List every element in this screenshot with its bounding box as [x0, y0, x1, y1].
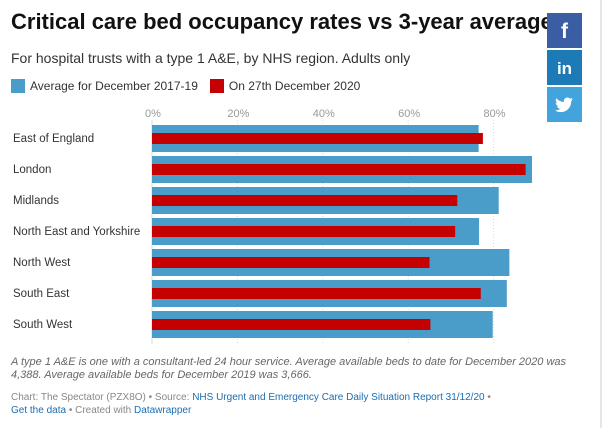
chart-title: Critical care bed occupancy rates vs 3-y… — [11, 9, 553, 34]
right-divider — [600, 0, 602, 428]
created-with-prefix: • Created with — [68, 405, 132, 416]
facebook-icon: f — [561, 20, 569, 43]
legend-swatch-average — [11, 79, 25, 93]
x-tick-label-3: 60% — [398, 108, 420, 120]
category-label-3: North East and Yorkshire — [13, 226, 140, 238]
x-tick-label-0: 0% — [145, 108, 161, 120]
source-prefix: • Source: — [148, 392, 190, 403]
legend-label-average: Average for December 2017-19 — [30, 79, 198, 93]
footer-line-2: Get the data • Created with Datawrapper — [11, 405, 191, 416]
category-label-6: South West — [13, 319, 73, 331]
facebook-share-button[interactable]: f — [547, 13, 582, 48]
category-label-2: Midlands — [13, 195, 59, 207]
bar-2020-5 — [152, 288, 481, 299]
legend-item-average: Average for December 2017-19 — [11, 79, 198, 93]
legend: Average for December 2017-19 On 27th Dec… — [11, 79, 372, 93]
source-link[interactable]: NHS Urgent and Emergency Care Daily Situ… — [192, 392, 485, 403]
footer-line-1: Chart: The Spectator (PZX8O) • Source: N… — [11, 392, 491, 403]
facebook-glyph: f — [561, 20, 569, 43]
bar-chart: 0% 20% 40% 60% 80% East of England London Midla… — [13, 108, 532, 344]
legend-item-2020: On 27th December 2020 — [209, 79, 361, 93]
linkedin-icon: in — [557, 59, 572, 78]
bar-2020-3 — [152, 226, 456, 237]
bar-2020-2 — [152, 195, 458, 206]
twitter-icon — [555, 97, 573, 113]
legend-swatch-2020 — [209, 79, 224, 93]
bar-2020-0 — [152, 133, 483, 144]
linkedin-glyph: in — [557, 59, 572, 78]
category-label-0: East of England — [13, 133, 94, 145]
category-label-4: North West — [13, 257, 71, 269]
chart-credit: Chart: The Spectator (PZX8O) — [11, 392, 146, 403]
get-data-link[interactable]: Get the data — [11, 405, 67, 416]
x-tick-label-1: 20% — [227, 108, 249, 120]
x-tick-label-2: 40% — [313, 108, 335, 120]
chart-notes: A type 1 A&E is one with a consultant-le… — [11, 356, 567, 381]
category-label-1: London — [13, 164, 51, 176]
legend-label-2020: On 27th December 2020 — [228, 79, 361, 93]
twitter-share-button[interactable] — [547, 87, 582, 122]
linkedin-share-button[interactable]: in — [547, 50, 582, 85]
footer-bullet: • — [487, 392, 491, 403]
bar-2020-1 — [152, 164, 526, 175]
category-label-5: South East — [13, 288, 70, 300]
x-tick-label-4: 80% — [484, 108, 506, 120]
bar-2020-4 — [152, 257, 430, 268]
datawrapper-link[interactable]: Datawrapper — [134, 405, 192, 416]
chart-subtitle: For hospital trusts with a type 1 A&E, b… — [11, 50, 411, 66]
bar-2020-6 — [152, 319, 431, 330]
